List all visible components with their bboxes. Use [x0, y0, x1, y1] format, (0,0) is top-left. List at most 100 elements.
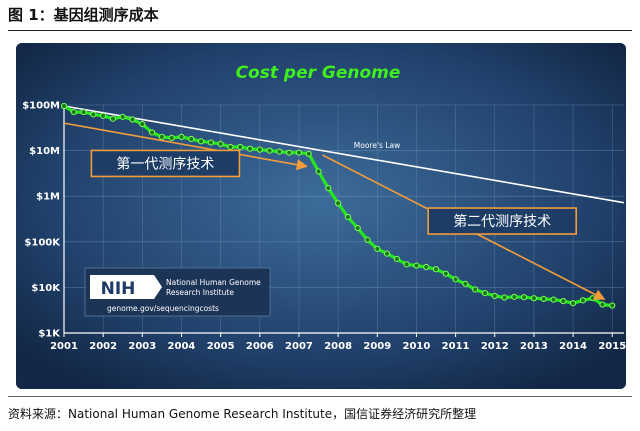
annotation-box	[427, 207, 577, 235]
data-point	[609, 302, 616, 309]
data-point	[256, 146, 263, 153]
data-point	[374, 245, 381, 252]
data-point	[540, 295, 547, 302]
data-point	[364, 236, 371, 244]
data-point	[511, 293, 518, 300]
x-tick-label: 2014	[559, 341, 587, 352]
data-point	[335, 200, 342, 207]
data-point	[501, 294, 508, 301]
data-point	[109, 115, 117, 122]
data-point	[207, 139, 214, 146]
x-tick-label: 2003	[128, 341, 156, 352]
data-point	[383, 250, 391, 257]
data-point	[295, 149, 303, 156]
data-point	[481, 289, 489, 297]
data-point	[442, 270, 449, 277]
moores-law-line	[63, 105, 625, 204]
data-point	[237, 143, 244, 151]
data-point	[305, 150, 312, 157]
logo-name-line1: National Human Genome	[166, 278, 261, 287]
data-point	[413, 262, 420, 269]
data-point	[579, 297, 586, 304]
data-point	[158, 133, 166, 140]
chart-title: Cost per Genome	[236, 63, 401, 83]
data-point	[266, 147, 273, 154]
x-tick-label: 2005	[207, 341, 235, 352]
top-rule	[8, 30, 632, 31]
series-layer: Moore's Law	[60, 102, 625, 309]
data-point	[100, 112, 107, 119]
data-point	[276, 148, 283, 155]
data-point	[393, 255, 400, 263]
y-tick-label: $1M	[36, 192, 60, 203]
y-tick-label: $10M	[29, 146, 60, 157]
y-tick-label: $100M	[22, 101, 60, 112]
data-point	[589, 295, 596, 302]
annotation-box	[90, 149, 241, 178]
annotation-label: 第一代测序技术	[116, 155, 214, 172]
bottom-rule	[8, 396, 632, 397]
logo-url: genome.gov/sequencingcosts	[107, 304, 219, 313]
data-point	[227, 143, 234, 151]
data-point	[569, 300, 577, 307]
data-point	[80, 108, 87, 116]
data-point	[530, 295, 538, 302]
annotation-arrow	[63, 122, 308, 171]
x-tick-label: 2007	[285, 341, 313, 352]
nih-logo-text: NIH	[101, 279, 136, 299]
data-point	[139, 121, 146, 128]
data-point	[325, 185, 332, 192]
data-point	[286, 149, 293, 156]
data-point	[550, 296, 557, 303]
data-point	[217, 140, 224, 148]
y-tick-label: $1K	[38, 329, 61, 340]
data-point	[90, 111, 97, 118]
data-point	[119, 113, 126, 120]
x-tick-label: 2012	[481, 341, 509, 352]
x-tick-label: 2004	[168, 341, 196, 352]
source-note: 资料来源：National Human Genome Research Inst…	[8, 407, 477, 421]
x-tick-label: 2009	[363, 341, 391, 352]
data-point	[168, 134, 175, 141]
x-tick-label: 2008	[324, 341, 352, 352]
x-tick-label: 2002	[89, 341, 117, 352]
data-point	[188, 135, 195, 143]
x-tick-label: 2015	[598, 341, 626, 352]
data-point	[432, 266, 440, 273]
data-point	[129, 116, 136, 123]
annotation-label: 第二代测序技术	[453, 213, 551, 230]
data-point	[178, 133, 185, 140]
y-tick-label: $100K	[24, 237, 61, 248]
data-point	[491, 292, 498, 300]
data-point	[452, 276, 459, 283]
data-point	[599, 301, 606, 308]
cost-chart: Cost per Genome $100M $10M $1M $100K $10K $1K…	[16, 43, 626, 389]
x-tick-label: 2013	[520, 341, 548, 352]
x-tick-label: 2001	[50, 341, 78, 352]
moores-law-label: Moore's Law	[354, 141, 400, 150]
data-point	[315, 168, 322, 175]
x-tick-label: 2010	[403, 341, 431, 352]
data-point	[472, 286, 479, 293]
data-point	[462, 280, 469, 287]
data-point	[521, 294, 528, 301]
data-point	[149, 129, 156, 136]
chart-panel: Cost per Genome $100M $10M $1M $100K $10K $1K…	[16, 43, 626, 389]
data-point	[423, 263, 430, 271]
data-point	[197, 138, 205, 145]
x-tick-label: 2011	[442, 341, 470, 352]
data-point	[246, 145, 254, 152]
data-point	[560, 298, 567, 305]
data-point	[70, 108, 77, 116]
data-point	[403, 261, 410, 268]
logo-name-line2: Research Institute	[166, 288, 234, 297]
x-tick-label: 2006	[246, 341, 274, 352]
data-point	[60, 102, 68, 110]
nih-logo-mark	[90, 275, 162, 299]
y-tick-label: $10K	[31, 283, 61, 294]
data-point	[344, 213, 352, 221]
figure-title: 图 1：基因组测序成本	[8, 6, 159, 24]
nih-logo: NIH National Human Genome Research Insti…	[84, 267, 271, 317]
